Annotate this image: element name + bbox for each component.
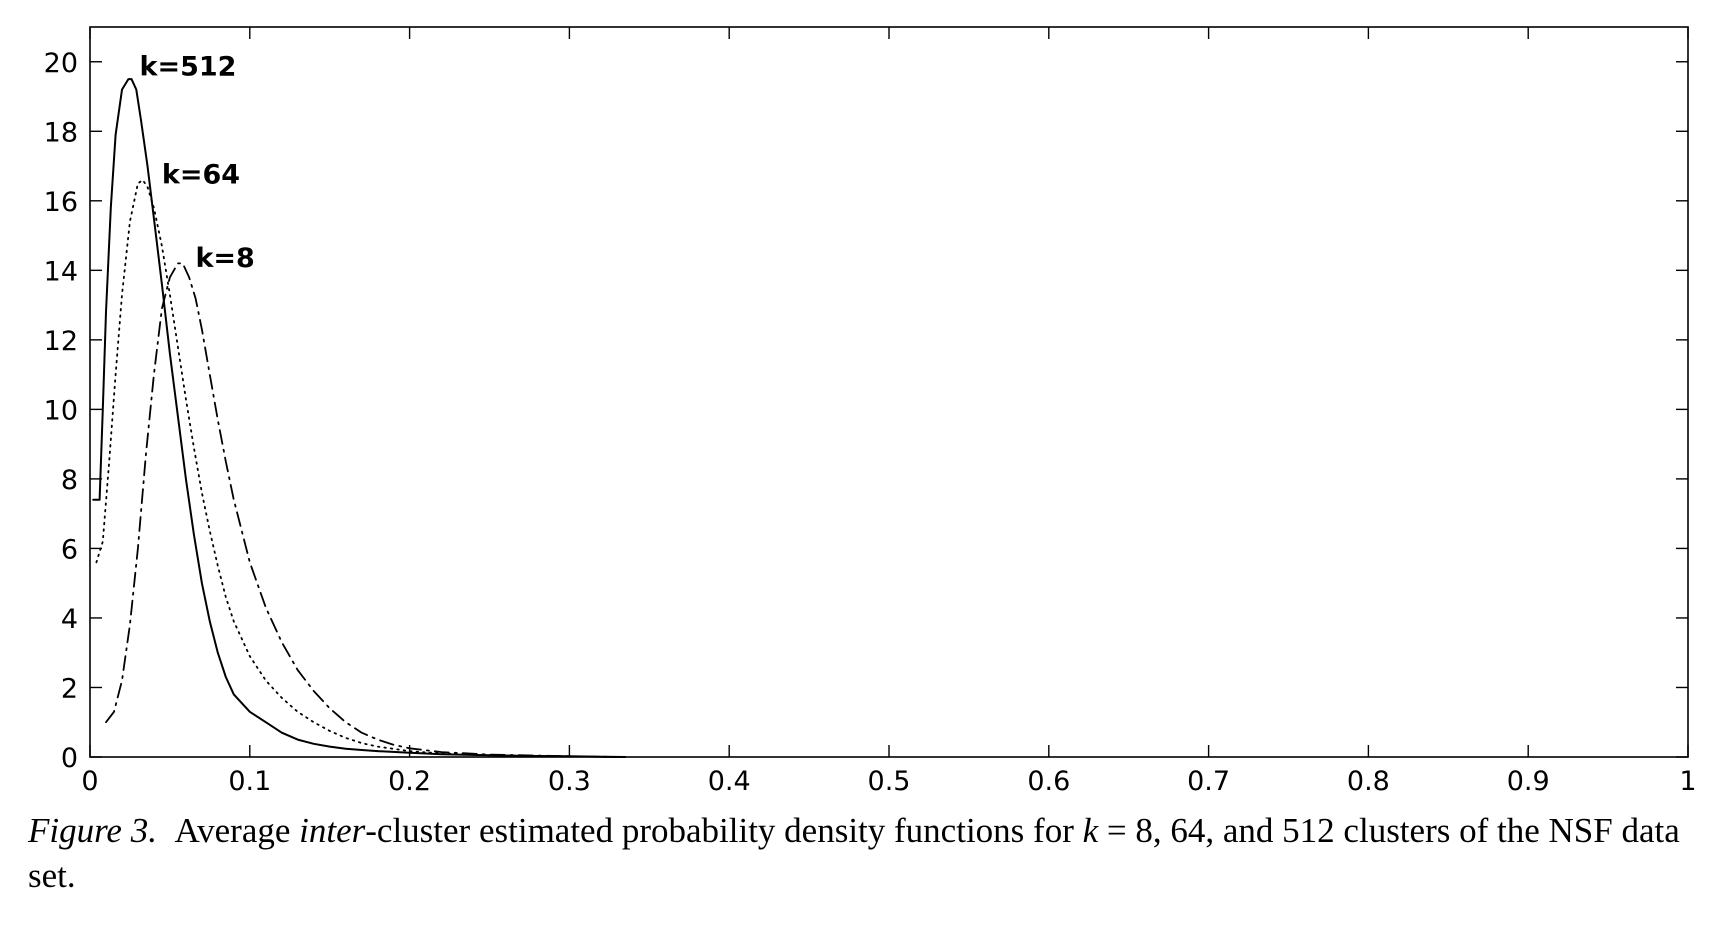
y-tick-label: 14: [44, 256, 78, 287]
x-tick-label: 0.8: [1347, 766, 1390, 797]
curve-label: k=512: [140, 52, 237, 83]
y-tick-label: 6: [61, 534, 78, 565]
caption-text-1: Average: [174, 811, 291, 850]
y-tick-label: 20: [44, 48, 78, 79]
y-tick-label: 10: [44, 395, 78, 426]
curve-label: k=64: [162, 159, 240, 190]
y-tick-label: 4: [61, 604, 78, 635]
x-tick-label: 1: [1679, 766, 1696, 797]
y-tick-label: 18: [44, 117, 78, 148]
x-tick-label: 0.9: [1507, 766, 1550, 797]
series-line-k8: [105, 262, 619, 758]
caption-math-var: k: [1082, 811, 1099, 850]
curve-label: k=8: [195, 243, 254, 274]
axes: 0 0.1 0.2 0.3 0.4 0.5 0.6 0.7 0.8 0.9 102468101214…: [44, 26, 1697, 797]
x-tick-label: 0.1: [228, 766, 271, 797]
caption-figure-label: Figure 3.: [28, 811, 157, 850]
x-tick-label: 0.3: [548, 766, 591, 797]
x-tick-label: 0.6: [1027, 766, 1070, 797]
x-tick-label: 0.4: [708, 766, 751, 797]
y-tick-label: 12: [44, 326, 78, 357]
x-tick-label: 0.2: [388, 766, 431, 797]
y-tick-label: 0: [61, 743, 78, 774]
density-chart: 0 0.1 0.2 0.3 0.4 0.5 0.6 0.7 0.8 0.9 102468101214…: [44, 26, 1697, 797]
x-tick-label: 0.5: [868, 766, 911, 797]
y-tick-label: 8: [61, 465, 78, 496]
x-tick-label: 0: [81, 766, 98, 797]
y-tick-label: 16: [44, 187, 78, 218]
series-line-k512: [92, 78, 627, 758]
series-layer: [92, 78, 627, 758]
caption-text-2: -cluster estimated probability density f…: [365, 811, 1074, 850]
caption-emphasis: inter: [299, 811, 366, 850]
y-tick-label: 2: [61, 673, 78, 704]
figure-caption: Figure 3. Average inter-cluster estimate…: [28, 808, 1708, 898]
curve-labels: k=512 k=64 k=8: [140, 52, 255, 274]
plot-frame: [89, 26, 1689, 758]
x-tick-label: 0.7: [1187, 766, 1230, 797]
caption-text-3: = 8, 64, and 512 clusters of the NSF dat…: [28, 811, 1680, 895]
series-line-k64: [95, 179, 619, 758]
